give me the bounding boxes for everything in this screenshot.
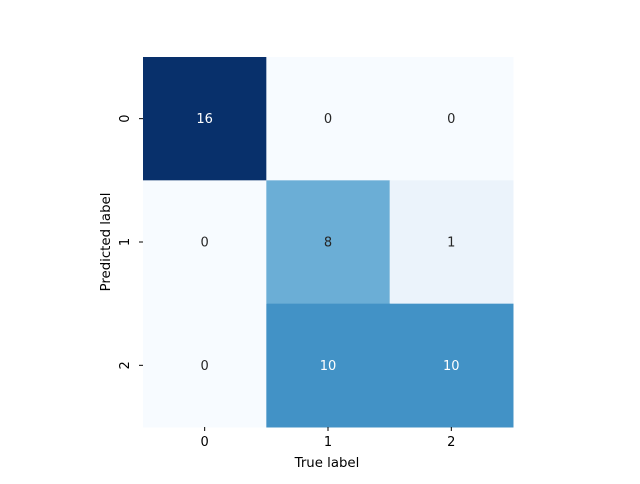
y-tick-label-2: 2 — [118, 361, 133, 369]
cell-annotations: 16 0 00 8 10 10 10 — [196, 112, 459, 374]
heatmap-cell-r0-c2 — [389, 57, 514, 181]
heatmap-cell-r1-c0 — [143, 180, 267, 305]
heatmap-cell-r1-c2 — [389, 180, 514, 305]
y-axis: 0 1 2 — [118, 115, 143, 369]
heatmap-cells — [143, 57, 514, 428]
cell-value-r2-c0: 0 — [201, 359, 209, 374]
cell-value-r2-c1: 10 — [320, 359, 337, 374]
heatmap-cell-r2-c1 — [266, 303, 391, 428]
cell-value-r2-c2: 10 — [443, 359, 460, 374]
cell-value-r1-c2: 1 — [447, 235, 455, 250]
cell-value-r0-c2: 0 — [447, 112, 455, 127]
x-tick-label-2: 2 — [447, 435, 455, 450]
x-axis-label: True label — [294, 456, 360, 471]
heatmap-cell-r1-c1 — [266, 180, 391, 305]
cell-value-r0-c1: 0 — [324, 112, 332, 127]
heatmap-cell-r0-c0 — [143, 57, 267, 181]
x-tick-label-1: 1 — [324, 435, 332, 450]
y-tick-label-1: 1 — [118, 238, 133, 246]
x-axis: 0 1 2 — [201, 426, 455, 450]
heatmap-cell-r2-c2 — [389, 303, 514, 428]
cell-value-r1-c0: 0 — [201, 235, 209, 250]
y-tick-label-0: 0 — [118, 115, 133, 123]
heatmap-cell-r2-c0 — [143, 303, 267, 428]
cell-value-r0-c0: 16 — [196, 112, 213, 127]
x-tick-label-0: 0 — [201, 435, 209, 450]
cell-value-r1-c1: 8 — [324, 235, 332, 250]
heatmap-cell-r0-c1 — [266, 57, 391, 181]
y-axis-label: Predicted label — [99, 193, 114, 292]
